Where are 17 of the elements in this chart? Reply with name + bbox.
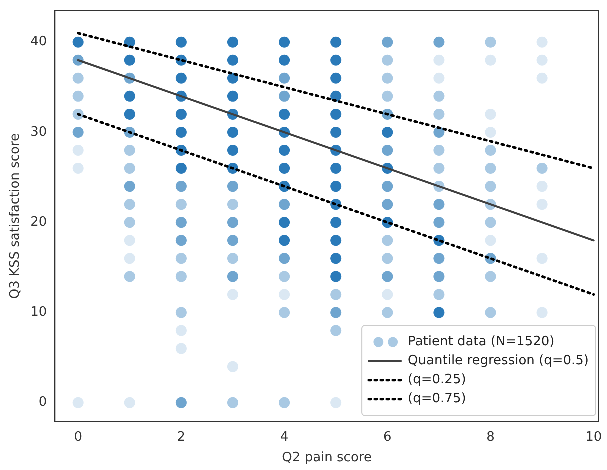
x-tick-label: 2: [177, 430, 186, 445]
legend-label: Quantile regression (q=0.5): [408, 354, 590, 369]
x-tick-label: 8: [486, 430, 495, 445]
y-tick-label: 10: [30, 305, 48, 320]
x-tick-label: 4: [280, 430, 289, 445]
legend-label: (q=0.25): [408, 372, 466, 388]
y-tick-label: 0: [38, 395, 48, 410]
y-tick-label: 30: [30, 124, 48, 140]
legend-label: (q=0.75): [408, 392, 466, 407]
x-tick-label: 10: [586, 430, 602, 445]
y-axis-title: Q3 KSS satisfaction score: [8, 133, 24, 300]
x-tick-label: 6: [384, 430, 392, 445]
x-axis-title: Q2 pain score: [282, 450, 372, 466]
y-tick-label: 40: [30, 34, 48, 50]
y-tick-label: 20: [30, 214, 48, 230]
x-tick-label: 0: [74, 430, 82, 445]
legend-label: Patient data (N=1520): [408, 334, 555, 350]
